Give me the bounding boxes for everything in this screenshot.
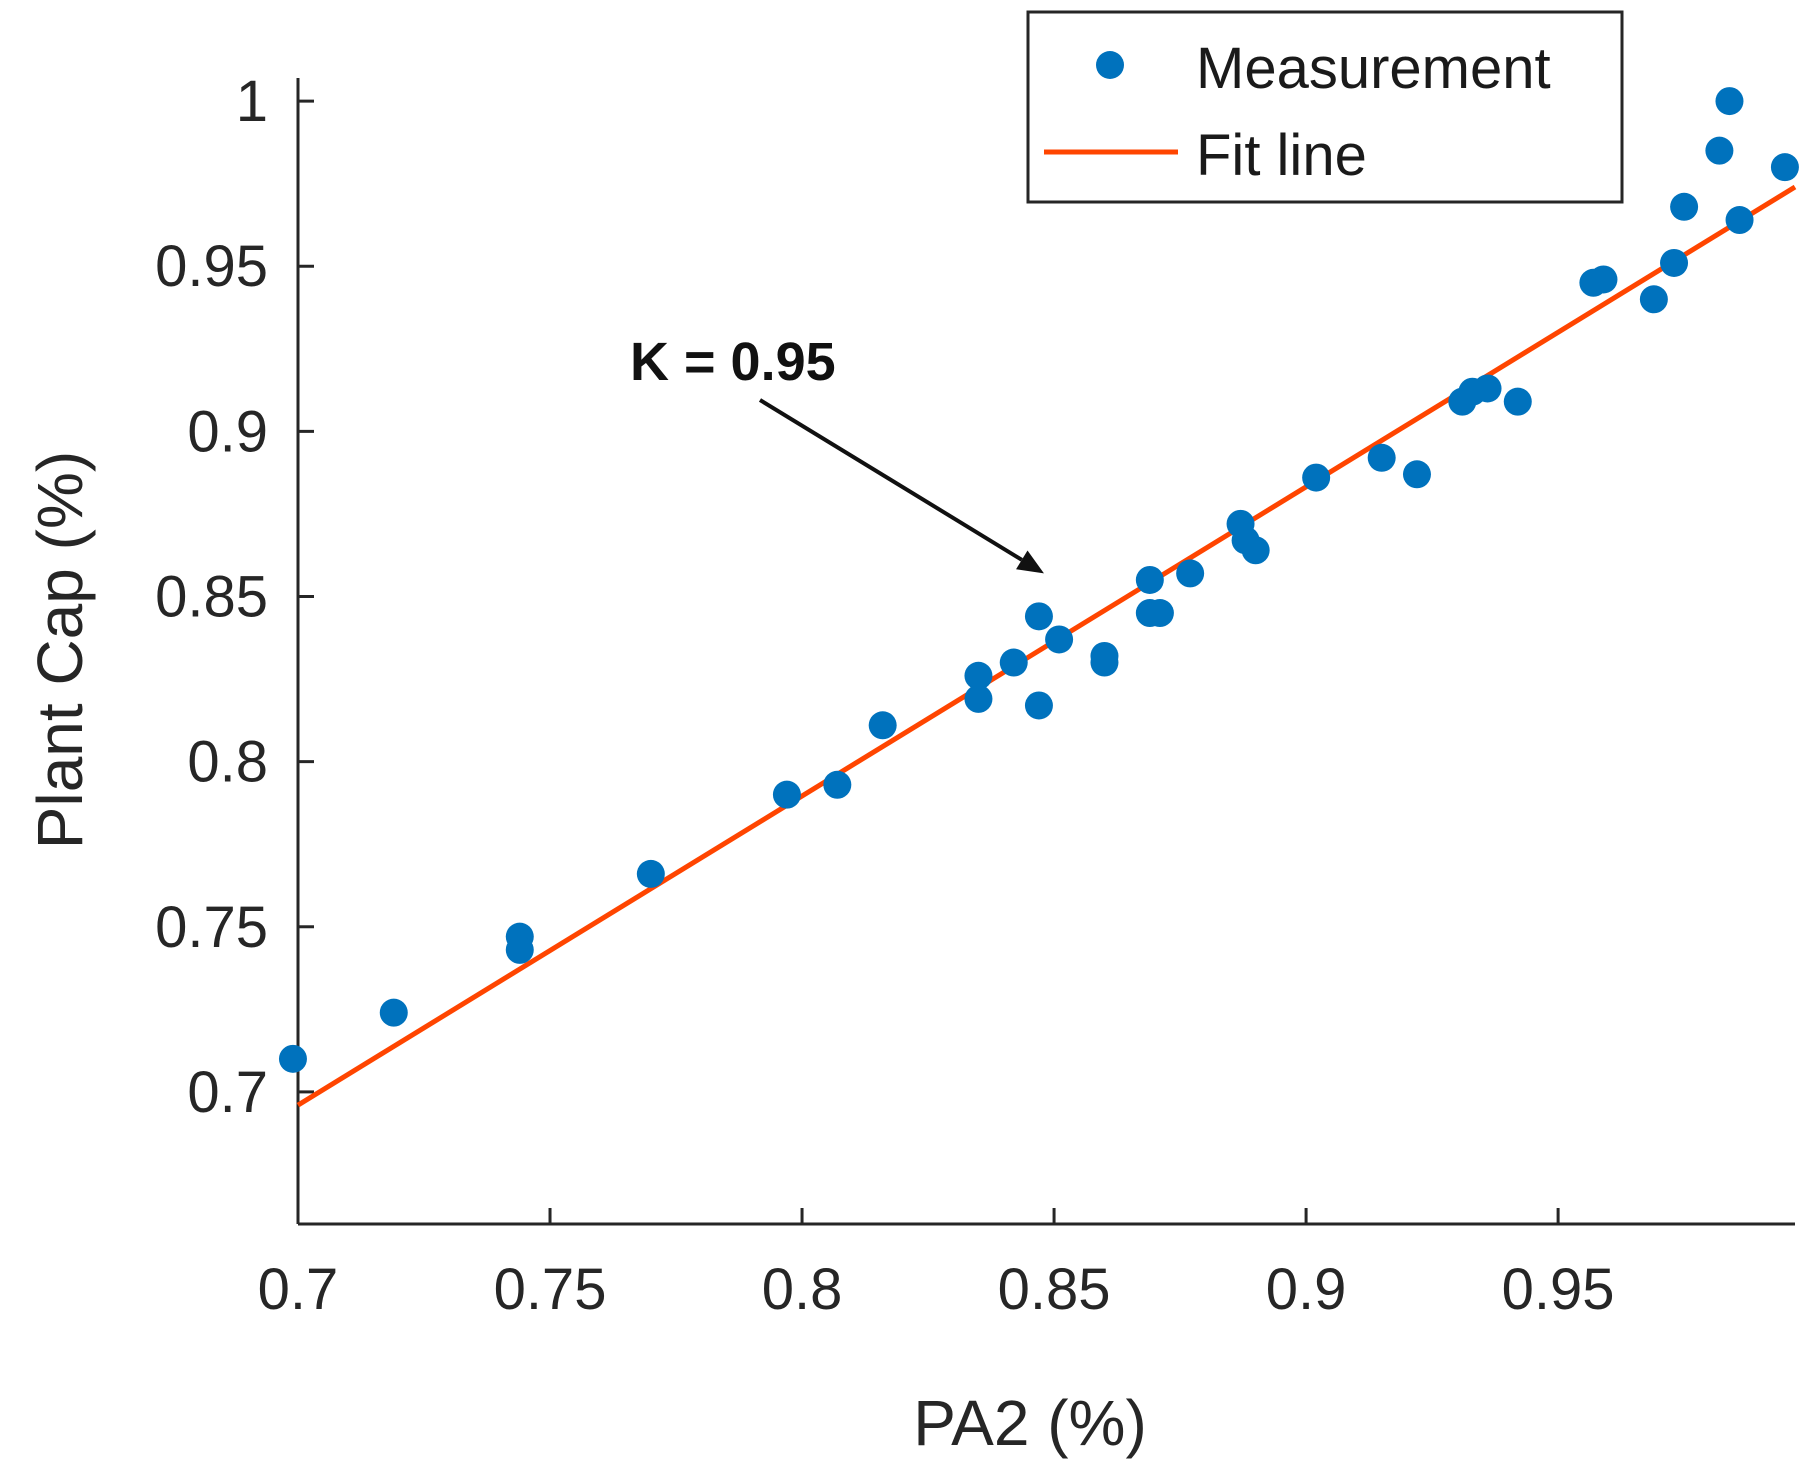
measurement-point <box>1725 206 1754 235</box>
y-tick-label: 0.75 <box>155 895 268 960</box>
x-tick-label: 0.9 <box>1266 1257 1347 1322</box>
measurement-point <box>1473 374 1502 403</box>
measurement-point <box>1589 265 1618 294</box>
measurement-series <box>278 87 1799 1073</box>
annotation-arrow <box>758 398 1023 562</box>
measurement-point <box>1241 536 1270 565</box>
x-tick-label: 0.75 <box>494 1257 607 1322</box>
fit-line <box>296 184 1797 1108</box>
fit-line-series <box>296 184 1797 1108</box>
measurement-point <box>1302 463 1331 492</box>
x-axis-title: PA2 (%) <box>913 1387 1147 1459</box>
measurement-point <box>1135 565 1164 594</box>
measurement-point <box>636 859 665 888</box>
measurement-point <box>379 998 408 1027</box>
measurement-point <box>1045 625 1074 654</box>
measurement-point <box>1367 443 1396 472</box>
measurement-point <box>999 648 1028 677</box>
measurement-point <box>868 711 897 740</box>
measurement-point <box>1770 153 1799 182</box>
legend-label-fit-line: Fit line <box>1196 123 1367 188</box>
measurement-point <box>1145 599 1174 628</box>
y-tick-label: 0.95 <box>155 234 268 299</box>
measurement-point <box>1639 285 1668 314</box>
measurement-point <box>1024 691 1053 720</box>
measurement-point <box>1503 387 1532 416</box>
y-tick-label: 0.7 <box>187 1060 268 1125</box>
annotation-arrowhead <box>1016 550 1044 574</box>
measurement-point <box>278 1044 307 1073</box>
measurement-point <box>1176 559 1205 588</box>
measurement-point <box>823 770 852 799</box>
x-tick-label: 0.7 <box>258 1257 339 1322</box>
measurement-point <box>1090 648 1119 677</box>
measurement-point <box>964 684 993 713</box>
annotation-label: K = 0.95 <box>630 332 836 392</box>
measurement-point <box>1024 602 1053 631</box>
legend-label-measurement: Measurement <box>1196 36 1551 101</box>
y-tick-label: 0.8 <box>187 730 268 795</box>
measurement-point <box>1660 248 1689 277</box>
y-tick-label: 1 <box>236 69 268 134</box>
legend-box <box>1026 10 1624 204</box>
measurement-point <box>964 661 993 690</box>
measurement-point <box>1670 192 1699 221</box>
measurement-point <box>1402 460 1431 489</box>
x-tick-label: 0.85 <box>998 1257 1111 1322</box>
measurement-point <box>1705 136 1734 165</box>
measurement-point <box>1715 87 1744 116</box>
measurement-point <box>772 780 801 809</box>
legend: Measurement Fit line <box>1026 10 1624 204</box>
y-tick-label: 0.85 <box>155 565 268 630</box>
y-tick-label: 0.9 <box>187 399 268 464</box>
annotation: K = 0.95 <box>630 332 1044 574</box>
x-tick-label: 0.95 <box>1502 1257 1615 1322</box>
axes: 0.7 0.75 0.8 0.85 0.9 0.95 0.7 0.75 0.8 0.85 0.9 0.… <box>155 69 1795 1322</box>
measurement-point <box>505 935 534 964</box>
y-axis-title: Plant Cap (%) <box>24 451 96 849</box>
legend-marker-measurement <box>1096 51 1124 79</box>
x-tick-label: 0.8 <box>762 1257 843 1322</box>
